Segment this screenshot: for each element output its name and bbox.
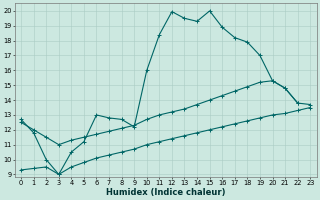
X-axis label: Humidex (Indice chaleur): Humidex (Indice chaleur) <box>106 188 225 197</box>
